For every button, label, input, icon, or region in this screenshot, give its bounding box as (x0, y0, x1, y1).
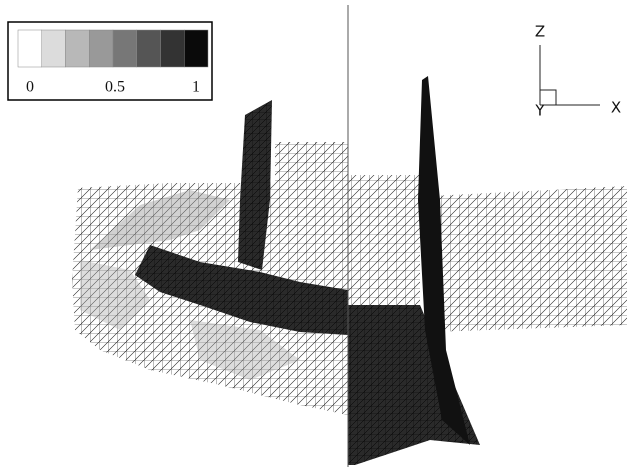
axis-triad (540, 45, 600, 105)
colorbar-swatch (66, 30, 90, 67)
colorbar-label: 0.5 (105, 79, 125, 96)
axis-label: Y (534, 102, 545, 120)
colorbar-swatch (89, 30, 113, 67)
axis-label: X (611, 99, 621, 117)
colorbar-label: 0 (26, 79, 34, 96)
colorbar-swatch (161, 30, 185, 67)
colorbar-label: 1 (192, 79, 200, 96)
figure: 0 0.5 1 Z Y X (0, 0, 627, 467)
colorbar-swatch (42, 30, 66, 67)
axis-label: Z (535, 23, 545, 41)
page: {"colorbar": {"colors": ["#ffffff", "#dc… (0, 0, 627, 467)
colorbar-swatch (137, 30, 161, 67)
colorbar-swatch (18, 30, 42, 67)
colorbar-swatch (184, 30, 208, 67)
colorbar-swatch (113, 30, 137, 67)
colorbar: 0 0.5 1 (8, 22, 212, 100)
